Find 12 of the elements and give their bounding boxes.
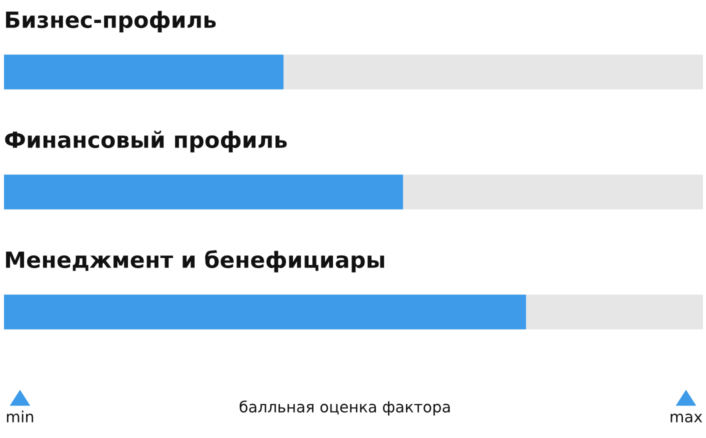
bar — [4, 174, 404, 210]
bar — [4, 54, 284, 90]
text: min — [6, 410, 34, 422]
bar — [403, 174, 703, 210]
y-tick-label: Менеджмент и бенефициары — [6, 250, 384, 272]
y-tick-label: Финансовый профиль — [5, 130, 287, 152]
bar — [284, 54, 703, 90]
text: max — [670, 414, 702, 422]
text: балльная оценка фактора — [240, 400, 450, 416]
y-tick-label: Бизнес-профиль — [6, 10, 216, 32]
bar — [526, 294, 703, 330]
bar — [4, 294, 526, 330]
